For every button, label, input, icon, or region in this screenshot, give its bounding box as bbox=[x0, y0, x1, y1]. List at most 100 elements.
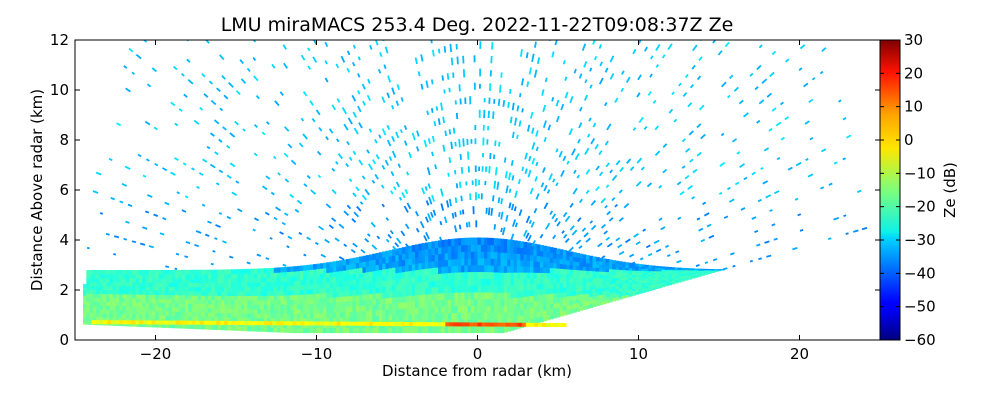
echo-cell bbox=[520, 253, 525, 261]
echo-cell bbox=[250, 282, 255, 288]
echo-cell bbox=[622, 261, 627, 265]
echo-cell bbox=[674, 276, 679, 278]
speckle-mark bbox=[253, 124, 259, 129]
echo-cell bbox=[684, 274, 689, 277]
echo-cell bbox=[184, 294, 189, 300]
echo-cell bbox=[86, 293, 91, 298]
echo-cell bbox=[418, 300, 423, 308]
echo-cell bbox=[342, 296, 347, 302]
echo-cell bbox=[549, 277, 554, 284]
echo-cell bbox=[553, 247, 557, 254]
echo-cell bbox=[201, 282, 206, 288]
speckle-mark bbox=[431, 49, 435, 57]
echo-cell bbox=[559, 301, 564, 307]
speckle-mark bbox=[396, 84, 400, 91]
speckle-mark bbox=[379, 52, 383, 57]
echo-cell bbox=[375, 281, 380, 288]
echo-cell bbox=[530, 254, 534, 262]
speckle-mark bbox=[447, 172, 450, 177]
echo-cell bbox=[546, 262, 551, 268]
speckle-mark bbox=[589, 220, 594, 224]
speckle-mark bbox=[505, 185, 509, 194]
speckle-mark bbox=[201, 73, 206, 78]
echo-cell bbox=[329, 287, 334, 293]
echo-cell bbox=[122, 269, 127, 275]
x-tick-label: 20 bbox=[790, 345, 809, 363]
speckle-mark bbox=[842, 157, 846, 161]
echo-cell bbox=[362, 288, 367, 295]
speckle-mark bbox=[542, 120, 547, 128]
echo-cell bbox=[132, 290, 137, 295]
echo-cell bbox=[142, 278, 147, 283]
echo-cell bbox=[349, 274, 354, 281]
echo-cell bbox=[684, 268, 689, 271]
echo-cell bbox=[487, 278, 492, 286]
echo-cell bbox=[214, 316, 219, 322]
echo-cell bbox=[148, 310, 153, 316]
speckle-mark bbox=[615, 159, 621, 166]
echo-cell bbox=[661, 269, 666, 272]
bright-band-cell bbox=[312, 321, 317, 326]
colorbar-tick-label: 0 bbox=[904, 131, 914, 149]
speckle-mark bbox=[311, 118, 316, 123]
echo-cell bbox=[431, 312, 436, 321]
echo-cell bbox=[115, 273, 120, 279]
echo-cell bbox=[503, 258, 508, 267]
x-tick-label: 0 bbox=[473, 345, 483, 363]
echo-cell bbox=[628, 284, 633, 288]
echo-cell bbox=[349, 311, 354, 318]
echo-cell bbox=[329, 276, 334, 283]
echo-cell bbox=[444, 259, 449, 267]
echo-cell bbox=[346, 295, 350, 302]
echo-cell bbox=[602, 293, 607, 298]
speckle-mark bbox=[427, 183, 431, 189]
echo-cell bbox=[516, 309, 521, 317]
echo-cell bbox=[618, 269, 623, 273]
echo-cell bbox=[378, 280, 383, 288]
echo-cell bbox=[352, 273, 357, 280]
speckle-mark bbox=[621, 70, 625, 75]
speckle-mark bbox=[275, 206, 281, 212]
echo-cell bbox=[520, 272, 525, 279]
speckle-mark bbox=[562, 155, 567, 162]
echo-cell bbox=[158, 314, 163, 320]
speckle-mark bbox=[533, 208, 538, 214]
echo-cell bbox=[234, 299, 239, 305]
echo-cell bbox=[592, 263, 597, 268]
speckle-mark bbox=[135, 54, 142, 60]
speckle-mark bbox=[647, 90, 652, 96]
echo-cell bbox=[168, 269, 173, 275]
speckle-mark bbox=[521, 108, 524, 113]
echo-cell bbox=[129, 273, 133, 279]
echo-cell bbox=[132, 281, 137, 287]
echo-cell bbox=[589, 292, 594, 297]
echo-cell bbox=[336, 301, 341, 308]
echo-cell bbox=[582, 262, 587, 267]
speckle-mark bbox=[364, 238, 370, 243]
echo-cell bbox=[694, 270, 699, 273]
speckle-mark bbox=[357, 56, 361, 61]
speckle-mark bbox=[324, 60, 328, 65]
echo-cell bbox=[638, 284, 643, 288]
echo-cell bbox=[658, 270, 663, 273]
echo-cell bbox=[572, 282, 577, 288]
echo-cell bbox=[444, 292, 449, 300]
echo-cell bbox=[490, 237, 495, 246]
speckle-mark bbox=[416, 130, 420, 137]
echo-cell bbox=[454, 245, 459, 253]
echo-cell bbox=[349, 327, 354, 334]
echo-cell bbox=[595, 264, 600, 269]
echo-cell bbox=[556, 287, 561, 294]
speckle-mark bbox=[642, 228, 647, 232]
echo-cell bbox=[142, 290, 147, 295]
speckle-mark bbox=[425, 80, 429, 88]
echo-cell bbox=[385, 268, 390, 275]
echo-cell bbox=[546, 314, 551, 321]
echo-cell bbox=[309, 293, 314, 300]
echo-cell bbox=[365, 255, 370, 262]
echo-cell bbox=[240, 312, 245, 318]
echo-cell bbox=[520, 302, 525, 310]
echo-cell bbox=[461, 305, 465, 313]
echo-cell bbox=[336, 270, 341, 277]
echo-cell bbox=[158, 290, 163, 296]
